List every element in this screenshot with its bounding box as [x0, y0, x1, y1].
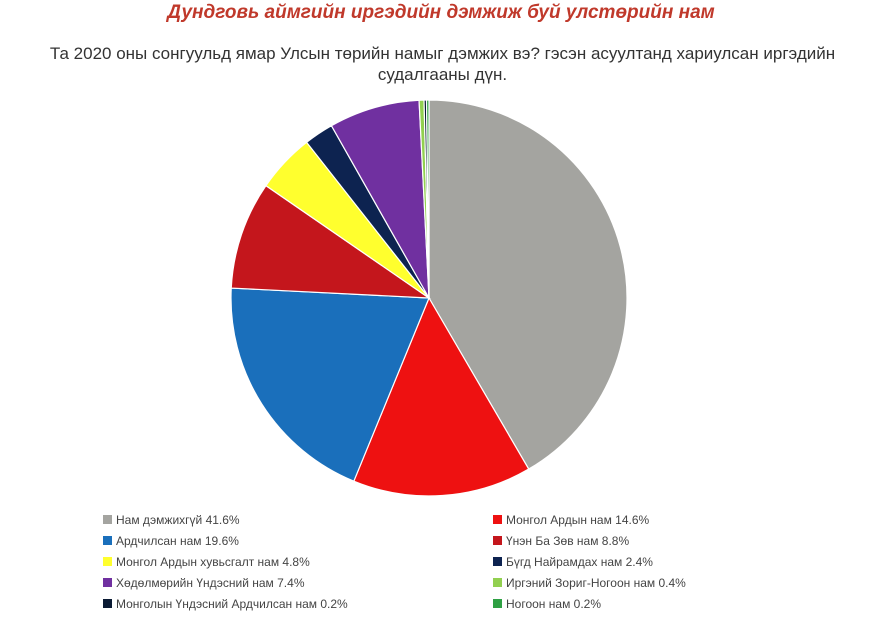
- legend-swatch: [493, 536, 502, 545]
- pie-slice: [353, 296, 530, 497]
- legend-swatch: [493, 599, 502, 608]
- legend-item: Бүгд Найрамдах нам 2.4%: [493, 553, 743, 570]
- legend-item: Монголын Үндэсний Ардчилсан нам 0.2%: [103, 595, 493, 612]
- legend-item: Ногоон нам 0.2%: [493, 595, 743, 612]
- chart-title: Дундговь аймгийн иргэдийн дэмжиж буй улс…: [167, 2, 715, 23]
- pie-slice: [425, 99, 430, 299]
- legend-label: Ардчилсан нам 19.6%: [116, 533, 239, 548]
- legend-label: Монгол Ардын нам 14.6%: [506, 512, 650, 527]
- legend-item: Үнэн Ба Зөв нам 8.8%: [493, 532, 743, 549]
- pie-slice: [230, 287, 430, 482]
- legend-label: Үнэн Ба Зөв нам 8.8%: [506, 533, 630, 548]
- legend-item: Иргэний Зориг-Ногоон нам 0.4%: [493, 574, 743, 591]
- legend-swatch: [103, 578, 112, 587]
- legend-item: Монгол Ардын хувьсгалт нам 4.8%: [103, 553, 493, 570]
- legend-item: Хөдөлмөрийн Үндэсний нам 7.4%: [103, 574, 493, 591]
- legend: Нам дэмжихгүй 41.6% Монгол Ардын нам 14.6…: [103, 511, 743, 612]
- legend-swatch: [103, 515, 112, 524]
- legend-item: Монгол Ардын нам 14.6%: [493, 511, 743, 528]
- legend-label: Иргэний Зориг-Ногоон нам 0.4%: [506, 575, 686, 590]
- pie-slice: [230, 184, 432, 299]
- legend-label: Бүгд Найрамдах нам 2.4%: [506, 554, 653, 569]
- legend-label: Хөдөлмөрийн Үндэсний нам 7.4%: [116, 575, 305, 590]
- pie-slice: [428, 99, 628, 470]
- legend-item: Ардчилсан нам 19.6%: [103, 532, 493, 549]
- legend-item: Нам дэмжихгүй 41.6%: [103, 511, 493, 528]
- legend-swatch: [103, 536, 112, 545]
- chart-subtitle: Та 2020 оны сонгуульд ямар Улсын төрийн …: [49, 44, 836, 84]
- legend-swatch: [493, 578, 502, 587]
- legend-label: Ногоон нам 0.2%: [506, 596, 601, 611]
- legend-swatch: [493, 557, 502, 566]
- legend-label: Монголын Үндэсний Ардчилсан нам 0.2%: [116, 596, 348, 611]
- legend-swatch: [493, 515, 502, 524]
- legend-label: Нам дэмжихгүй 41.6%: [116, 512, 240, 527]
- legend-swatch: [103, 599, 112, 608]
- legend-label: Монгол Ардын хувьсгалт нам 4.8%: [116, 554, 310, 569]
- legend-swatch: [103, 557, 112, 566]
